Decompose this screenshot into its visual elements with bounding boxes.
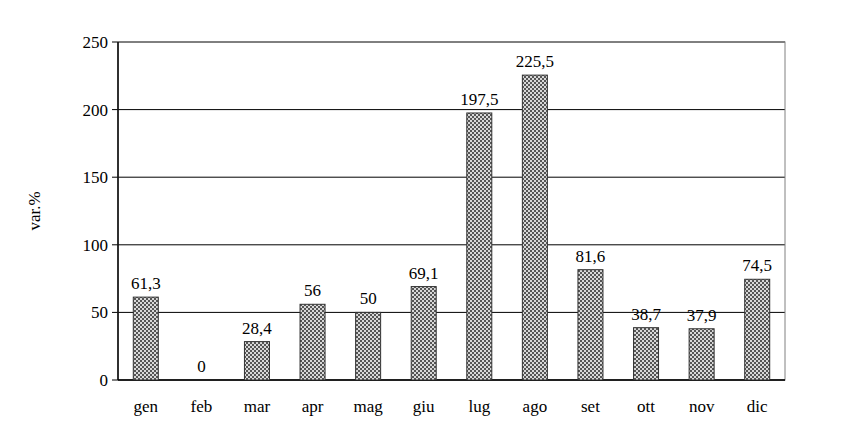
grid-line xyxy=(118,380,785,381)
data-label: 38,7 xyxy=(631,305,661,324)
data-label: 197,5 xyxy=(460,90,498,109)
data-label: 37,9 xyxy=(687,306,717,325)
x-tick-label: dic xyxy=(747,397,768,416)
y-tick xyxy=(112,42,118,43)
bar xyxy=(356,312,381,380)
data-label: 225,5 xyxy=(516,52,554,71)
x-tick-label: apr xyxy=(302,397,324,416)
bar xyxy=(244,342,269,380)
x-tick-label: ott xyxy=(637,397,655,416)
bar xyxy=(411,287,436,380)
bars xyxy=(133,75,769,380)
y-axis-label: var.% xyxy=(25,191,44,230)
chart-container: 0 50 100 150 200 250 61,3 0 28,4 56 50 69,1 197,5 225… xyxy=(0,0,845,448)
bar xyxy=(522,75,547,380)
x-tick-label: ago xyxy=(523,397,548,416)
data-label: 56 xyxy=(304,281,321,300)
x-tick-label: lug xyxy=(468,397,490,416)
grid-line xyxy=(118,312,785,313)
data-label: 61,3 xyxy=(131,274,161,293)
data-label: 81,6 xyxy=(576,247,606,266)
grid-line xyxy=(118,244,785,245)
chart: 0 50 100 150 200 250 61,3 0 28,4 56 50 69,1 197,5 225… xyxy=(0,0,845,448)
data-label: 28,4 xyxy=(242,319,272,338)
plot-frame xyxy=(118,42,785,380)
x-tick-label: set xyxy=(581,397,600,416)
y-tick xyxy=(112,380,118,381)
x-tick-label: giu xyxy=(413,397,435,416)
bar xyxy=(189,380,214,381)
y-tick-label: 100 xyxy=(83,236,109,255)
y-tick-label: 50 xyxy=(91,303,108,322)
grid-line xyxy=(118,177,785,178)
x-tick-label: feb xyxy=(191,397,213,416)
x-tick-label: gen xyxy=(134,397,159,416)
data-label: 50 xyxy=(360,289,377,308)
y-tick xyxy=(112,109,118,110)
bar xyxy=(745,279,770,380)
bar xyxy=(300,304,325,380)
x-tick-label: mar xyxy=(244,397,271,416)
y-tick xyxy=(112,177,118,178)
y-axis xyxy=(117,42,119,380)
x-tick-label: mag xyxy=(353,397,383,416)
y-tick xyxy=(112,244,118,245)
bar xyxy=(578,270,603,380)
bar xyxy=(634,328,659,380)
grid-line xyxy=(118,109,785,110)
y-tick-label: 0 xyxy=(100,371,109,390)
y-tick-label: 200 xyxy=(83,101,109,120)
x-axis xyxy=(118,379,785,381)
y-tick-label: 250 xyxy=(83,33,109,52)
data-label: 69,1 xyxy=(409,264,439,283)
y-tick-label: 150 xyxy=(83,168,109,187)
data-label: 0 xyxy=(197,357,206,376)
bar xyxy=(689,329,714,380)
x-tick-label: nov xyxy=(689,397,715,416)
bar xyxy=(133,297,158,380)
bar xyxy=(467,113,492,380)
y-tick xyxy=(112,312,118,313)
data-label: 74,5 xyxy=(742,256,772,275)
